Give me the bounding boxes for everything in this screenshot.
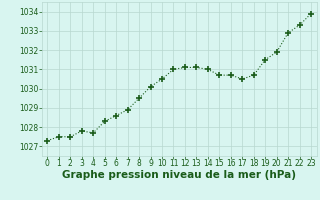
X-axis label: Graphe pression niveau de la mer (hPa): Graphe pression niveau de la mer (hPa) — [62, 170, 296, 180]
